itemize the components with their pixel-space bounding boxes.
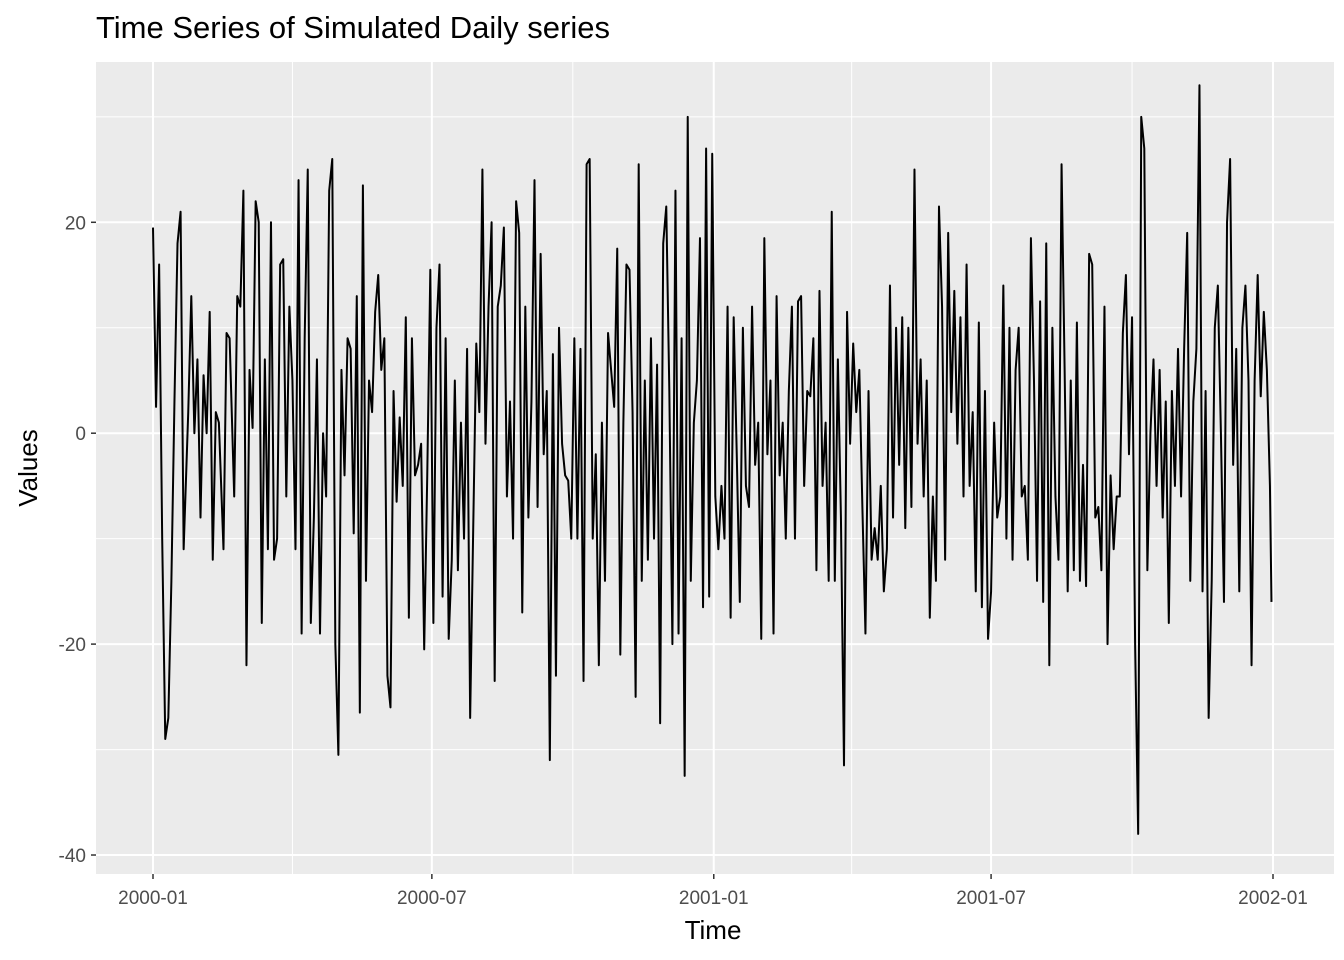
y-axis: 20 0 -20 -40 bbox=[59, 213, 96, 867]
x-tick-label: 2001-01 bbox=[679, 888, 749, 909]
x-axis-title: Time bbox=[685, 915, 742, 945]
minor-gridlines bbox=[96, 62, 1334, 874]
y-tick-label: 0 bbox=[75, 424, 86, 445]
y-axis-title: Values bbox=[13, 429, 43, 507]
y-tick-label: -20 bbox=[59, 635, 86, 656]
x-tick-label: 2001-07 bbox=[956, 888, 1026, 909]
x-tick-label: 2000-07 bbox=[397, 888, 467, 909]
y-tick-label: 20 bbox=[65, 213, 86, 234]
major-gridlines bbox=[96, 62, 1334, 874]
series-layer bbox=[152, 84, 1273, 835]
x-tick-label: 2000-01 bbox=[118, 888, 188, 909]
x-axis: 2000-01 2000-07 2001-01 2001-07 2002-01 bbox=[118, 874, 1308, 909]
y-tick-label: -40 bbox=[59, 846, 86, 867]
chart-title: Time Series of Simulated Daily series bbox=[96, 10, 610, 45]
x-tick-label: 2002-01 bbox=[1238, 888, 1308, 909]
series-line-1 bbox=[152, 84, 1273, 835]
